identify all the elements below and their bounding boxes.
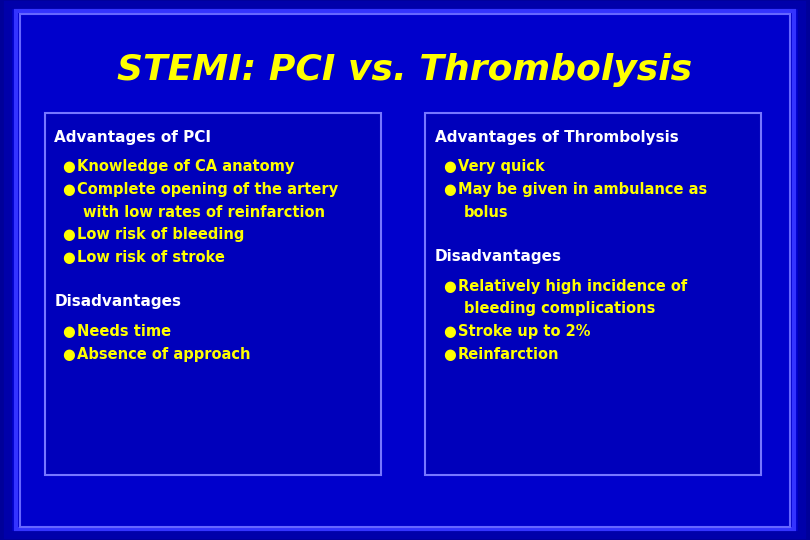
Text: ●: ●: [62, 159, 75, 174]
FancyBboxPatch shape: [425, 113, 761, 475]
Text: with low rates of reinfarction: with low rates of reinfarction: [83, 205, 326, 220]
Text: Stroke up to 2%: Stroke up to 2%: [458, 324, 590, 339]
Text: ●: ●: [62, 250, 75, 265]
Text: Advantages of Thrombolysis: Advantages of Thrombolysis: [435, 130, 679, 145]
Text: Knowledge of CA anatomy: Knowledge of CA anatomy: [77, 159, 294, 174]
FancyBboxPatch shape: [8, 5, 802, 535]
Text: STEMI: PCI vs. Thrombolysis: STEMI: PCI vs. Thrombolysis: [117, 53, 693, 87]
Text: Advantages of PCI: Advantages of PCI: [54, 130, 211, 145]
Text: ●: ●: [443, 324, 456, 339]
Text: ●: ●: [62, 347, 75, 362]
Text: ●: ●: [443, 182, 456, 197]
Text: Disadvantages: Disadvantages: [435, 249, 562, 264]
Text: Disadvantages: Disadvantages: [54, 294, 181, 309]
Text: Complete opening of the artery: Complete opening of the artery: [77, 182, 338, 197]
Text: ●: ●: [443, 347, 456, 362]
Text: Absence of approach: Absence of approach: [77, 347, 250, 362]
Text: ●: ●: [443, 159, 456, 174]
Text: ●: ●: [62, 227, 75, 242]
Text: ●: ●: [62, 182, 75, 197]
Text: May be given in ambulance as: May be given in ambulance as: [458, 182, 707, 197]
Text: Reinfarction: Reinfarction: [458, 347, 559, 362]
Text: bleeding complications: bleeding complications: [464, 301, 655, 316]
Text: bolus: bolus: [464, 205, 509, 220]
Text: Very quick: Very quick: [458, 159, 544, 174]
Text: Low risk of bleeding: Low risk of bleeding: [77, 227, 245, 242]
Text: Needs time: Needs time: [77, 324, 171, 339]
Text: ●: ●: [443, 279, 456, 294]
FancyBboxPatch shape: [45, 113, 381, 475]
Text: Relatively high incidence of: Relatively high incidence of: [458, 279, 687, 294]
Text: Low risk of stroke: Low risk of stroke: [77, 250, 225, 265]
Text: ●: ●: [62, 324, 75, 339]
